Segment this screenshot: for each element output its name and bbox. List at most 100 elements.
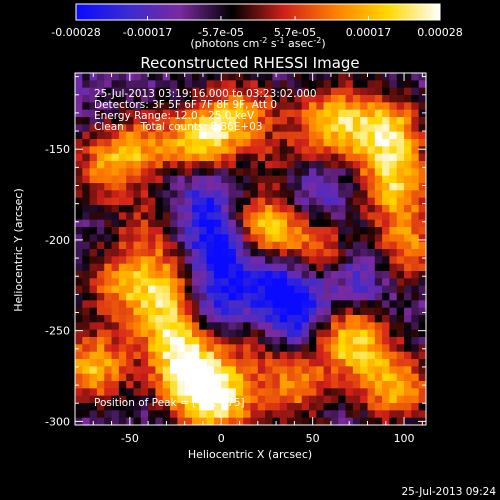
heatmap-cell [126, 146, 135, 155]
heatmap-cell [338, 153, 347, 162]
heatmap-cell [287, 153, 295, 162]
heatmap-cell [155, 329, 164, 338]
heatmap-cell [162, 205, 171, 213]
heatmap-cell [199, 249, 208, 257]
heatmap-cell [213, 109, 222, 118]
heatmap-cell [184, 131, 193, 140]
heatmap-cell [221, 395, 230, 404]
heatmap-cell [170, 124, 178, 133]
heatmap-cell [206, 80, 215, 89]
heatmap-cell [192, 359, 200, 367]
heatmap-cell [184, 300, 193, 309]
heatmap-cell [235, 197, 244, 206]
heatmap-cell [206, 395, 215, 404]
heatmap-cell [323, 117, 332, 125]
heatmap-cell [177, 73, 186, 81]
heatmap-cell [396, 234, 405, 243]
heatmap-cell [411, 395, 420, 404]
heatmap-cell [323, 124, 332, 133]
heatmap-cell [301, 234, 310, 243]
heatmap-cell [279, 124, 288, 133]
heatmap-cell [396, 205, 405, 213]
heatmap-cell [148, 212, 157, 221]
heatmap-cell [104, 366, 113, 375]
heatmap-cell [82, 139, 91, 147]
heatmap-cell [352, 249, 361, 257]
heatmap-cell [265, 190, 274, 199]
heatmap-cell [272, 315, 281, 323]
heatmap-cell [133, 417, 142, 425]
heatmap-cell [148, 381, 157, 389]
heatmap-cell [96, 388, 105, 397]
heatmap-cell [104, 102, 113, 111]
heatmap-cell [89, 80, 98, 89]
heatmap-cell [345, 139, 354, 147]
heatmap-cell [170, 102, 178, 111]
heatmap-cell [287, 373, 295, 382]
heatmap-cell [199, 161, 208, 169]
heatmap-cell [140, 359, 149, 367]
heatmap-cell [140, 212, 149, 221]
heatmap-cell [330, 263, 339, 272]
heatmap-cell [118, 322, 127, 331]
heatmap-cell [316, 366, 325, 375]
heatmap-cell [309, 278, 317, 287]
heatmap-cell [140, 410, 149, 419]
heatmap-cell [250, 300, 259, 309]
heatmap-cell [382, 351, 391, 360]
heatmap-cell [404, 117, 412, 125]
heatmap-cell [155, 131, 164, 140]
heatmap-cell [213, 205, 222, 213]
heatmap-cell [133, 168, 142, 177]
heatmap-cell [316, 227, 325, 235]
heatmap-cell [140, 146, 149, 155]
heatmap-cell [213, 271, 222, 279]
heatmap-cell [96, 80, 105, 89]
heatmap-cell [418, 153, 426, 162]
heatmap-cell [162, 109, 171, 118]
heatmap-cell [352, 175, 361, 184]
heatmap-cell [184, 373, 193, 382]
heatmap-cell [162, 329, 171, 338]
heatmap-cell [162, 146, 171, 155]
heatmap-cell [287, 102, 295, 111]
heatmap-cell [199, 219, 208, 228]
heatmap-cell [235, 285, 244, 294]
heatmap-cell [345, 322, 354, 331]
heatmap-cell [235, 403, 244, 411]
heatmap-cell [374, 241, 383, 250]
heatmap-cell [140, 175, 149, 184]
heatmap-cell [192, 263, 200, 272]
heatmap-cell [411, 249, 420, 257]
heatmap-cell [367, 322, 376, 331]
heatmap-cell [170, 168, 178, 177]
heatmap-cell [382, 212, 391, 221]
heatmap-cell [323, 190, 332, 199]
heatmap-cell [367, 139, 376, 147]
heatmap-cell [75, 337, 83, 345]
heatmap-cell [301, 212, 310, 221]
heatmap-cell [96, 322, 105, 331]
heatmap-cell [155, 322, 164, 331]
heatmap-cell [360, 366, 369, 375]
heatmap-cell [177, 139, 186, 147]
heatmap-cell [206, 410, 215, 419]
heatmap-cell [126, 139, 135, 147]
heatmap-cell [75, 87, 83, 96]
heatmap-cell [287, 80, 295, 89]
heatmap-cell [257, 234, 266, 243]
heatmap-cell [96, 417, 105, 425]
heatmap-cell [338, 124, 347, 133]
heatmap-cell [111, 300, 120, 309]
heatmap-cell [287, 249, 295, 257]
heatmap-cell [360, 359, 369, 367]
heatmap-cell [360, 168, 369, 177]
heatmap-cell [221, 219, 230, 228]
annotations: 25-Jul-2013 03:19:16.000 to 03:23:02.000… [94, 88, 317, 409]
heatmap-cell [330, 139, 339, 147]
heatmap-cell [352, 95, 361, 103]
heatmap-cell [184, 153, 193, 162]
heatmap-cell [287, 381, 295, 389]
heatmap-cell [352, 80, 361, 89]
heatmap-cell [367, 227, 376, 235]
